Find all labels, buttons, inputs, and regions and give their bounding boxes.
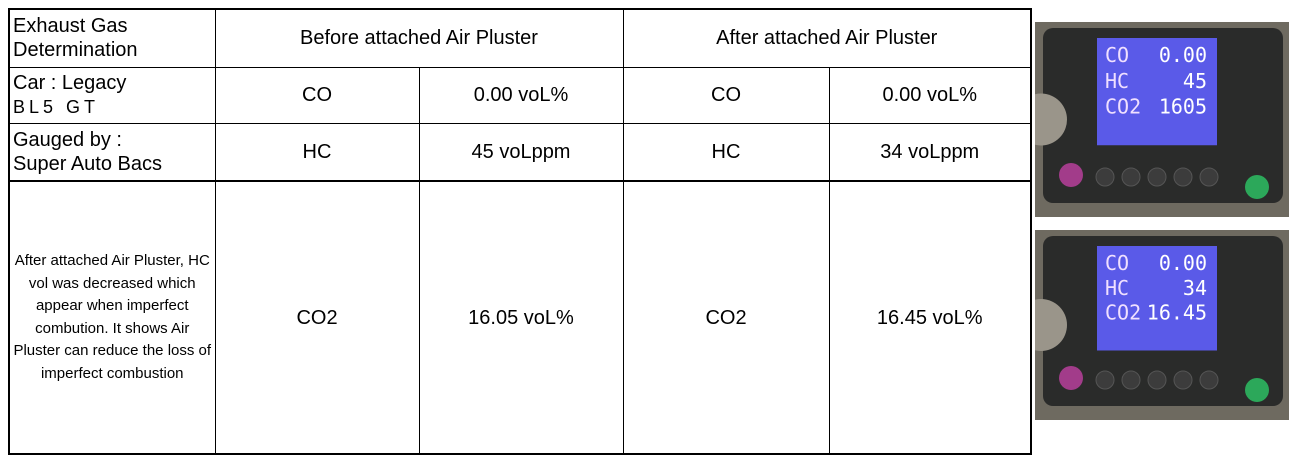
- cell: 16.45 voL%: [829, 181, 1031, 454]
- reading-label: CO: [1105, 251, 1129, 275]
- line: BL5 GT: [13, 95, 215, 119]
- button: [1148, 168, 1166, 186]
- button: [1096, 168, 1114, 186]
- button: [1174, 168, 1192, 186]
- reading-label: CO: [1105, 43, 1129, 67]
- button: [1122, 168, 1140, 186]
- page: Exhaust GasDetermination Before attached…: [0, 0, 1289, 455]
- button: [1096, 371, 1114, 389]
- reading-value: 16.45: [1147, 301, 1207, 325]
- row: After attached Air Pluster, HC vol was d…: [9, 181, 1031, 454]
- cell: CO: [623, 67, 829, 123]
- power-button: [1245, 378, 1269, 402]
- reading-label: CO2: [1105, 95, 1141, 119]
- cell: 16.05 voL%: [419, 181, 623, 454]
- line: Car : Legacy: [13, 71, 215, 95]
- note-cell: After attached Air Pluster, HC vol was d…: [9, 181, 215, 454]
- reading-value: 0.00: [1159, 251, 1207, 275]
- line: Exhaust Gas: [13, 14, 215, 38]
- cell: Gauged by :Super Auto Bacs: [9, 123, 215, 181]
- reading-label: HC: [1105, 276, 1129, 300]
- header-cell: After attached Air Pluster: [623, 9, 1031, 67]
- button: [1200, 168, 1218, 186]
- button: [1148, 371, 1166, 389]
- cell: 0.00 voL%: [419, 67, 623, 123]
- cell: 0.00 voL%: [829, 67, 1031, 123]
- cell: CO: [215, 67, 419, 123]
- cell: HC: [215, 123, 419, 181]
- header-cell: Before attached Air Pluster: [215, 9, 623, 67]
- line: Super Auto Bacs: [13, 152, 215, 176]
- cell: CO2: [623, 181, 829, 454]
- line: Gauged by :: [13, 128, 215, 152]
- mode-button: [1059, 366, 1083, 390]
- cell: 45 voLppm: [419, 123, 623, 181]
- cell: HC: [623, 123, 829, 181]
- line: Determination: [13, 38, 215, 62]
- cell: 34 voLppm: [829, 123, 1031, 181]
- button: [1200, 371, 1218, 389]
- button: [1174, 371, 1192, 389]
- reading-value: 1605: [1159, 95, 1207, 119]
- reading-value: 45: [1183, 69, 1207, 93]
- row: Gauged by :Super Auto Bacs HC 45 voLppm …: [9, 123, 1031, 181]
- mode-button: [1059, 163, 1083, 187]
- cell: CO2: [215, 181, 419, 454]
- reading-value: 34: [1183, 276, 1207, 300]
- reading-label: HC: [1105, 69, 1129, 93]
- reading-value: 0.00: [1159, 43, 1207, 67]
- button: [1122, 371, 1140, 389]
- power-button: [1245, 175, 1269, 199]
- reading-label: CO2: [1105, 301, 1141, 325]
- photo: CO 0.00 HC 45 CO2 1605: [1035, 22, 1289, 217]
